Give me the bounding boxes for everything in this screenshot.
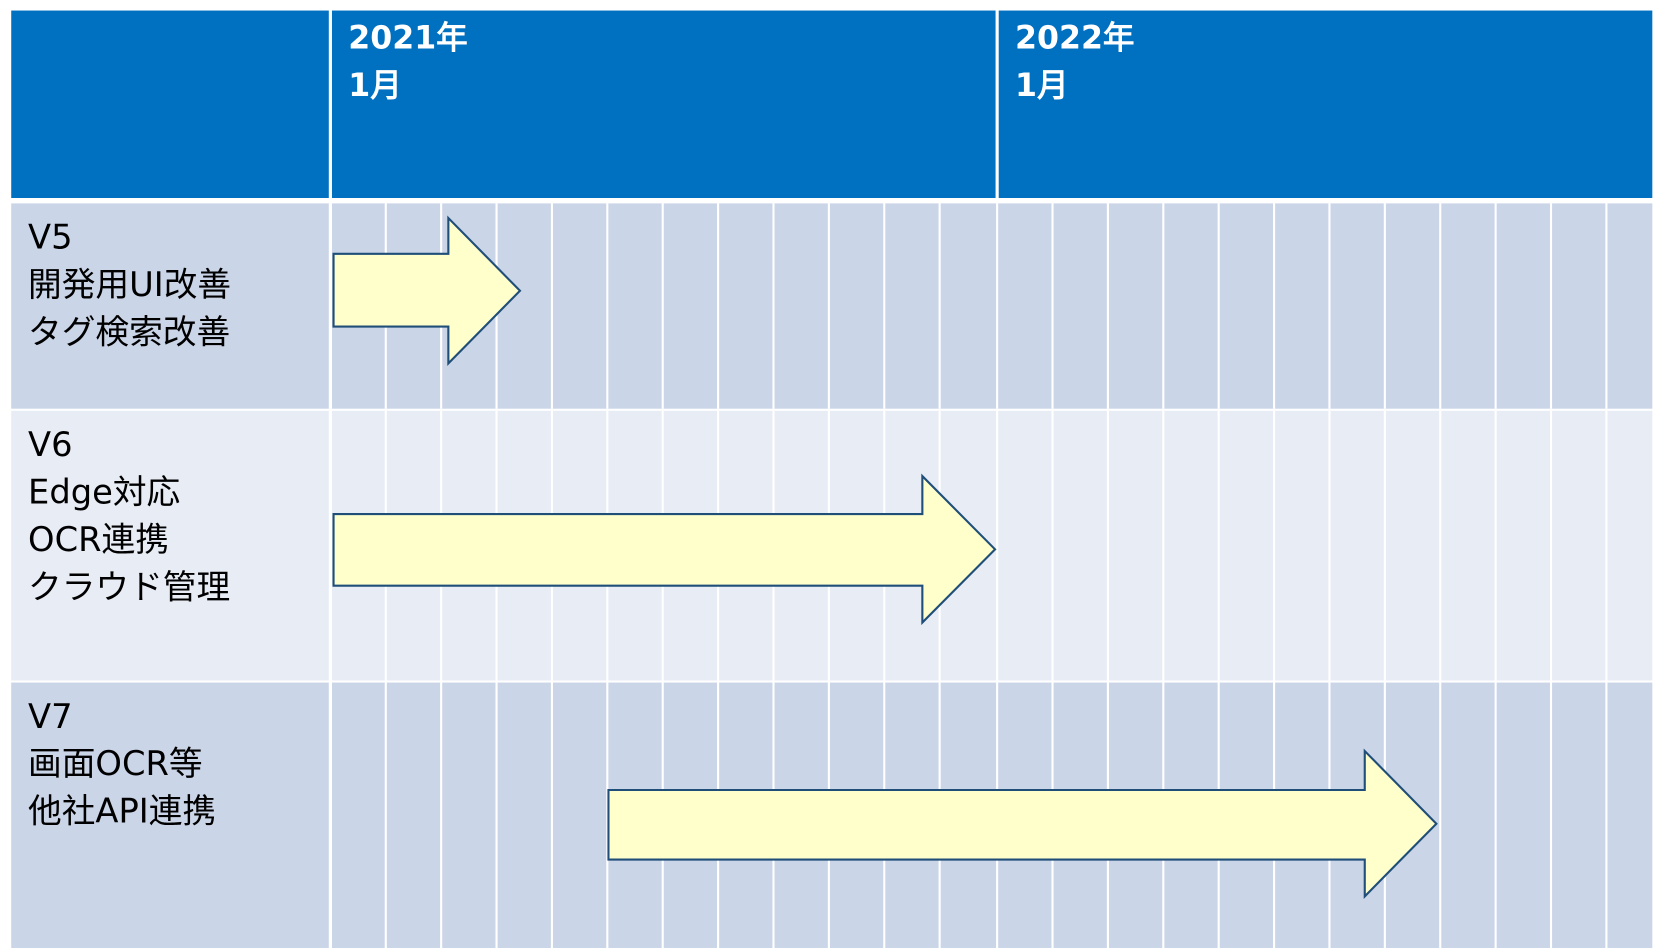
arrow bbox=[332, 215, 522, 366]
row-label: 他社API連携 bbox=[28, 792, 216, 831]
row-label: 開発用UI改善 bbox=[28, 265, 231, 304]
row-label: 画面OCR等 bbox=[28, 744, 203, 783]
header-month: 1月 bbox=[1015, 68, 1069, 104]
header-year: 2021年 bbox=[348, 20, 467, 56]
row-bg bbox=[11, 203, 1653, 409]
header-month: 1月 bbox=[348, 68, 402, 104]
row-label: V5 bbox=[28, 218, 72, 257]
row-label: V6 bbox=[28, 425, 72, 464]
arrow bbox=[332, 473, 997, 626]
row-label: V7 bbox=[28, 697, 72, 736]
row-label: クラウド管理 bbox=[28, 567, 230, 606]
arrow bbox=[607, 748, 1438, 899]
row-label: Edge対応 bbox=[28, 472, 180, 511]
header-bg bbox=[11, 10, 1653, 199]
row-label: タグ検索改善 bbox=[28, 312, 230, 351]
header-year: 2022年 bbox=[1015, 20, 1134, 56]
row-label: OCR連携 bbox=[28, 520, 169, 559]
